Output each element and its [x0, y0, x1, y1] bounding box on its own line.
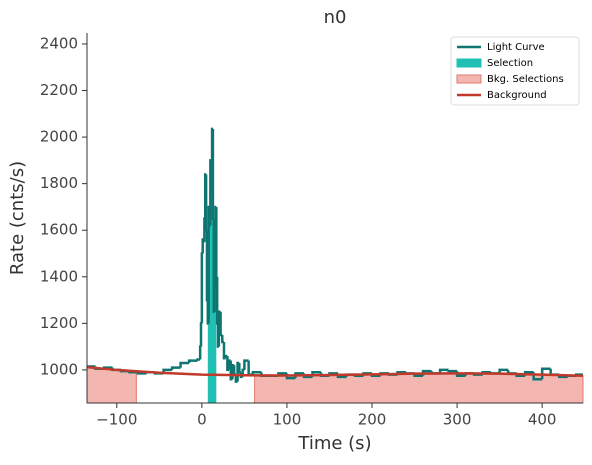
- light-curve-step: [222, 341, 226, 360]
- selection: [207, 128, 217, 403]
- y-tick-label: 1200: [40, 314, 78, 332]
- light-curve-step: [215, 206, 218, 279]
- light-curve-step: [438, 368, 449, 374]
- light-curve-step: [198, 345, 202, 360]
- light-curve-step: [227, 359, 231, 370]
- legend-swatch: [456, 58, 482, 68]
- light-curve-step: [243, 359, 249, 370]
- light-curve-step: [213, 287, 216, 312]
- light-curve-step: [200, 252, 204, 324]
- legend-label: Selection: [487, 58, 533, 69]
- light-curve-step: [221, 335, 224, 344]
- light-curve-step: [224, 354, 228, 359]
- x-tick-label: 300: [443, 411, 472, 429]
- y-tick-label: 1600: [40, 221, 78, 239]
- light-curve-step: [179, 361, 190, 368]
- light-curve-step: [199, 322, 203, 347]
- light-curve-step: [238, 362, 241, 374]
- light-curve-step: [219, 311, 223, 337]
- light-curve-step: [187, 359, 198, 363]
- y-tick-label: 1000: [40, 360, 78, 378]
- light-curve-step: [170, 366, 181, 370]
- y-axis-label: Rate (cnts/s): [7, 161, 28, 275]
- legend-swatch: [456, 74, 482, 84]
- light-curve-step: [232, 365, 236, 376]
- background-line: [86, 365, 584, 378]
- x-axis-label: Time (s): [297, 433, 371, 454]
- legend-label: Bkg. Selections: [487, 74, 564, 85]
- y-tick-label: 2000: [40, 128, 78, 146]
- y-tick-label: 1400: [40, 267, 78, 285]
- x-tick-label: −100: [96, 411, 137, 429]
- legend-box: [450, 36, 580, 106]
- light-curve-step: [211, 128, 215, 220]
- legend-label: Light Curve: [487, 42, 545, 53]
- light-curve-step: [196, 358, 201, 361]
- x-tick-label: 100: [273, 411, 302, 429]
- light-curve-step: [239, 372, 243, 379]
- light-curve-step: [136, 372, 147, 375]
- light-curve-step: [204, 174, 208, 232]
- light-curve-step: [217, 310, 221, 347]
- x-tick-label: 200: [358, 411, 387, 429]
- x-tick-label: 400: [528, 411, 557, 429]
- x-tick-label: 0: [197, 411, 207, 429]
- y-tick-label: 2400: [40, 34, 78, 52]
- light-curve-step: [498, 368, 509, 374]
- light-curve-step: [447, 369, 458, 373]
- chart-title: n0: [324, 7, 347, 28]
- y-tick-label: 2200: [40, 81, 78, 99]
- light-curve-step: [234, 374, 238, 383]
- y-tick-label: 1800: [40, 174, 78, 192]
- light-curve-step: [251, 371, 262, 375]
- legend-label: Background: [487, 90, 547, 101]
